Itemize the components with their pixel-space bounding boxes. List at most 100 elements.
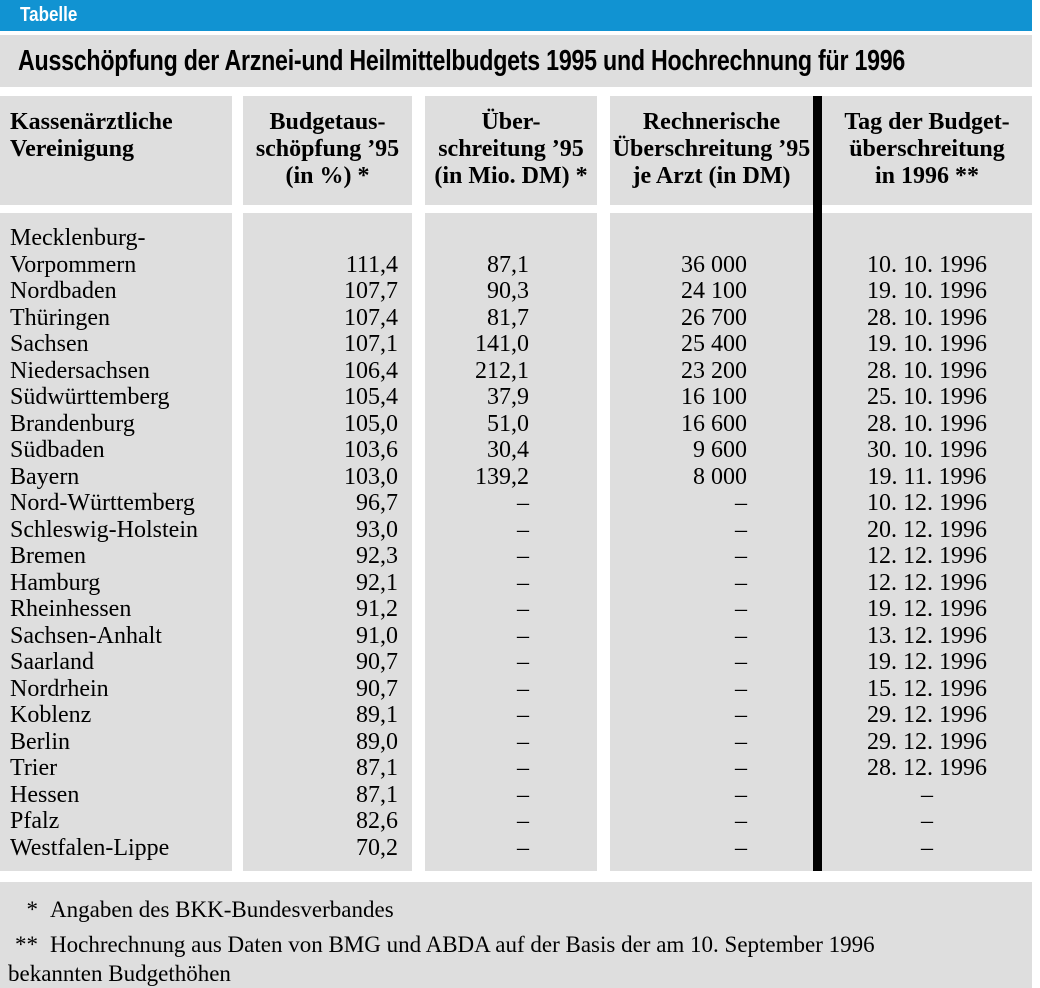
cell-overrun-day-1996: – [822, 834, 1032, 871]
cell-overrun-day-1996: 19. 12. 1996 [822, 596, 1032, 623]
cell-over-mio-dm: – [425, 596, 597, 623]
cell-over-per-arzt-dm: 24 100 [610, 278, 813, 305]
cell-overrun-day-1996: 10. 10. 1996 [822, 213, 1032, 278]
cell-region-name: Berlin [0, 728, 232, 755]
footnote-2: ** Hochrechnung aus Daten von BMG und ABD… [8, 930, 1022, 959]
cell-region-name: Mecklenburg- Vorpommern [0, 213, 232, 278]
cell-over-per-arzt-dm: – [610, 516, 813, 543]
cell-overrun-day-1996: 25. 10. 1996 [822, 384, 1032, 411]
header-kassenaerztliche-vereinigung: Kassenärztliche Vereinigung [0, 96, 232, 205]
cell-overrun-day-1996: 13. 12. 1996 [822, 622, 1032, 649]
cell-region-name: Saarland [0, 649, 232, 676]
cell-region-name: Koblenz [0, 702, 232, 729]
cell-over-mio-dm: 51,0 [425, 410, 597, 437]
cell-over-per-arzt-dm: – [610, 702, 813, 729]
cell-over-mio-dm: – [425, 622, 597, 649]
cell-region-name: Thüringen [0, 304, 232, 331]
cell-over-mio-dm: – [425, 543, 597, 570]
cell-region-name: Südwürttemberg [0, 384, 232, 411]
footnote-1: * Angaben des BKK-Bundesverbandes [8, 895, 1022, 924]
cell-over-per-arzt-dm: 25 400 [610, 331, 813, 358]
cell-over-mio-dm: – [425, 834, 597, 871]
cell-over-per-arzt-dm: – [610, 596, 813, 623]
cell-over-per-arzt-dm: 36 000 [610, 213, 813, 278]
cell-over-mio-dm: 30,4 [425, 437, 597, 464]
cell-budget-pct: 107,1 [243, 331, 412, 358]
table-body: Mecklenburg- Vorpommern 111,4 87,1 36 00… [0, 213, 1032, 871]
cell-over-mio-dm: – [425, 728, 597, 755]
cell-budget-pct: 93,0 [243, 516, 412, 543]
cell-region-name: Hessen [0, 781, 232, 808]
footnote-2-continuation: bekannten Budgethöhen [8, 961, 231, 986]
cell-region-name: Nordrhein [0, 675, 232, 702]
cell-overrun-day-1996: 10. 12. 1996 [822, 490, 1032, 517]
header-ueberschreitung-95-mio-dm: Über- schreitung ’95 (in Mio. DM) * [425, 96, 597, 205]
cell-overrun-day-1996: 29. 12. 1996 [822, 702, 1032, 729]
cell-over-per-arzt-dm: – [610, 781, 813, 808]
title-bar: Ausschöpfung der Arznei-und Heilmittelbu… [0, 35, 1032, 87]
cell-region-name: Rheinhessen [0, 596, 232, 623]
header-tag-der-budgetueberschreitung: Tag der Budget- überschreitung in 1996 *… [822, 96, 1032, 205]
cell-region-name: Hamburg [0, 569, 232, 596]
cell-over-mio-dm: – [425, 808, 597, 835]
column-divider-line [813, 96, 822, 871]
cell-overrun-day-1996: – [822, 781, 1032, 808]
cell-region-name: Nord-Württemberg [0, 490, 232, 517]
footnote-2-marker: ** [15, 932, 38, 957]
cell-over-mio-dm: – [425, 781, 597, 808]
cell-budget-pct: 89,0 [243, 728, 412, 755]
footnote-1-marker: * [26, 897, 39, 922]
cell-over-mio-dm: – [425, 675, 597, 702]
cell-region-name: Südbaden [0, 437, 232, 464]
cell-overrun-day-1996: 30. 10. 1996 [822, 437, 1032, 464]
footnote-1-text: Angaben des BKK-Bundesverbandes [50, 897, 394, 922]
table-title: Ausschöpfung der Arznei-und Heilmittelbu… [18, 45, 906, 77]
cell-overrun-day-1996: 28. 10. 1996 [822, 410, 1032, 437]
cell-over-mio-dm: – [425, 490, 597, 517]
cell-region-name: Sachsen [0, 331, 232, 358]
cell-budget-pct: 90,7 [243, 649, 412, 676]
cell-overrun-day-1996: 19. 12. 1996 [822, 649, 1032, 676]
cell-over-mio-dm: 87,1 [425, 213, 597, 278]
cell-budget-pct: 106,4 [243, 357, 412, 384]
cell-over-per-arzt-dm: 16 600 [610, 410, 813, 437]
tag-bar: Tabelle [0, 0, 1032, 31]
cell-budget-pct: 103,0 [243, 463, 412, 490]
cell-over-mio-dm: 141,0 [425, 331, 597, 358]
cell-budget-pct: 87,1 [243, 755, 412, 782]
cell-region-name: Niedersachsen [0, 357, 232, 384]
cell-budget-pct: 90,7 [243, 675, 412, 702]
cell-region-name: Bayern [0, 463, 232, 490]
cell-overrun-day-1996: 15. 12. 1996 [822, 675, 1032, 702]
cell-region-name: Pfalz [0, 808, 232, 835]
cell-budget-pct: 107,7 [243, 278, 412, 305]
cell-over-mio-dm: – [425, 569, 597, 596]
cell-overrun-day-1996: 19. 10. 1996 [822, 331, 1032, 358]
cell-budget-pct: 92,3 [243, 543, 412, 570]
cell-over-per-arzt-dm: – [610, 728, 813, 755]
cell-overrun-day-1996: 19. 11. 1996 [822, 463, 1032, 490]
cell-region-name: Sachsen-Anhalt [0, 622, 232, 649]
cell-overrun-day-1996: 28. 10. 1996 [822, 357, 1032, 384]
cell-region-name: Schleswig-Holstein [0, 516, 232, 543]
cell-over-mio-dm: – [425, 702, 597, 729]
cell-budget-pct: 92,1 [243, 569, 412, 596]
cell-overrun-day-1996: 20. 12. 1996 [822, 516, 1032, 543]
cell-over-mio-dm: 139,2 [425, 463, 597, 490]
cell-over-per-arzt-dm: 26 700 [610, 304, 813, 331]
cell-over-per-arzt-dm: 8 000 [610, 463, 813, 490]
cell-region-name: Brandenburg [0, 410, 232, 437]
cell-over-per-arzt-dm: – [610, 490, 813, 517]
cell-over-mio-dm: – [425, 755, 597, 782]
tag-label: Tabelle [20, 4, 78, 26]
footnote-2-text: Hochrechnung aus Daten von BMG und ABDA … [50, 932, 875, 957]
cell-budget-pct: 89,1 [243, 702, 412, 729]
cell-budget-pct: 82,6 [243, 808, 412, 835]
cell-region-name: Nordbaden [0, 278, 232, 305]
cell-over-mio-dm: – [425, 649, 597, 676]
cell-over-per-arzt-dm: – [610, 675, 813, 702]
cell-over-per-arzt-dm: 16 100 [610, 384, 813, 411]
cell-budget-pct: 70,2 [243, 834, 412, 871]
cell-budget-pct: 111,4 [243, 213, 412, 278]
cell-budget-pct: 107,4 [243, 304, 412, 331]
